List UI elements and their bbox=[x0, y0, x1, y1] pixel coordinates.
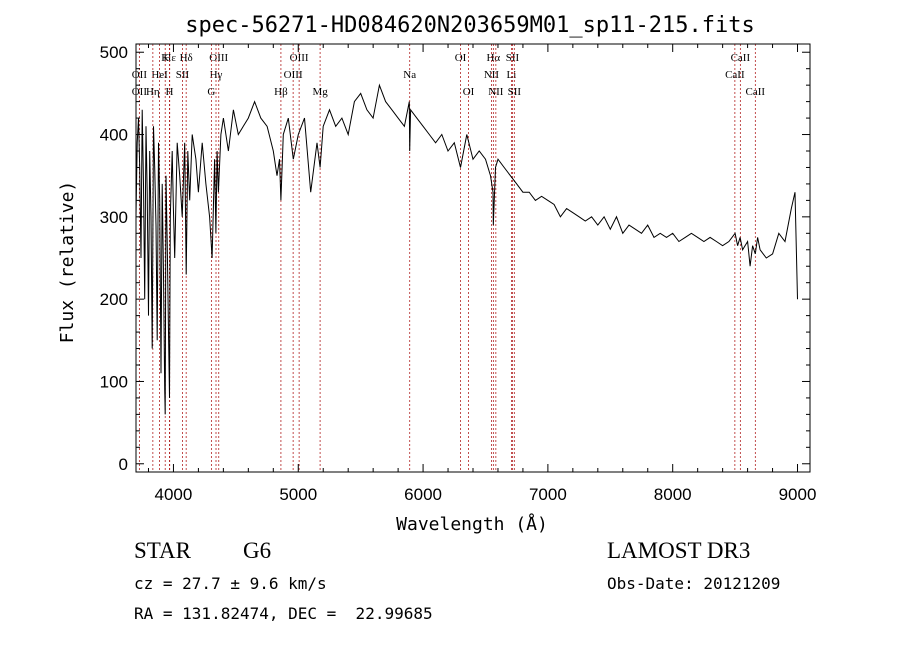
line-marker-label: OII bbox=[132, 69, 148, 81]
x-tick-label: 5000 bbox=[279, 485, 317, 504]
survey-name: LAMOST DR3 bbox=[607, 538, 751, 563]
line-marker-label: G bbox=[207, 86, 215, 98]
line-marker-label: K bbox=[161, 52, 169, 64]
y-tick-label: 0 bbox=[119, 455, 128, 474]
x-tick-label: 6000 bbox=[404, 485, 442, 504]
chart-title: spec-56271-HD084620N203659M01_sp11-215.f… bbox=[185, 13, 755, 38]
object-class: STAR bbox=[134, 538, 191, 563]
line-marker-label: Hε bbox=[163, 52, 176, 64]
y-axis-label: Flux (relative) bbox=[57, 181, 78, 344]
x-tick-label: 4000 bbox=[155, 485, 193, 504]
line-marker-label: OI bbox=[463, 86, 475, 98]
line-marker-label: Hδ bbox=[180, 52, 193, 64]
line-marker-label: Li bbox=[507, 69, 517, 81]
x-axis-label: Wavelength (Å) bbox=[396, 513, 548, 535]
plot-frame bbox=[135, 43, 811, 473]
line-marker-label: SII bbox=[508, 86, 522, 98]
line-marker-label: CaII bbox=[725, 69, 745, 81]
coordinates-text: RA = 131.82474, DEC = 22.99685 bbox=[134, 604, 433, 623]
line-marker-label: OIII bbox=[209, 52, 228, 64]
line-marker-label: OIII bbox=[290, 52, 309, 64]
line-marker-label: OIII bbox=[284, 69, 303, 81]
line-marker-label: H bbox=[165, 86, 173, 98]
x-tick-label: 9000 bbox=[779, 485, 817, 504]
line-marker-label: Hβ bbox=[274, 86, 288, 98]
y-tick-label: 300 bbox=[100, 208, 128, 227]
line-marker-label: SII bbox=[176, 69, 190, 81]
y-tick-label: 100 bbox=[100, 372, 128, 391]
y-tick-label: 500 bbox=[100, 43, 128, 62]
subclass: G6 bbox=[243, 538, 272, 563]
line-marker-label: Mg bbox=[312, 86, 328, 98]
obs-date-text: Obs-Date: 20121209 bbox=[607, 574, 781, 593]
spectrum-series-line bbox=[135, 83, 798, 415]
line-marker-label: NII bbox=[484, 69, 500, 81]
line-marker-label: Hα bbox=[486, 52, 500, 64]
line-marker-label: Hη bbox=[146, 86, 160, 98]
y-tick-label: 200 bbox=[100, 290, 128, 309]
line-marker-label: Na bbox=[403, 69, 416, 81]
y-tick-label: 400 bbox=[100, 126, 128, 145]
x-tick-label: 8000 bbox=[654, 485, 692, 504]
line-marker-label: Hγ bbox=[210, 69, 223, 81]
line-marker-label: CaII bbox=[746, 86, 766, 98]
line-marker-label: OII bbox=[132, 86, 148, 98]
axes: 4000 5000 6000 7000 8000 9000 0 100 200 300 400 500 bbox=[100, 43, 817, 504]
line-marker-label: SII bbox=[506, 52, 520, 64]
line-marker-label: OI bbox=[455, 52, 467, 64]
line-marker-label: HeI bbox=[151, 69, 168, 81]
line-marker-label: CaII bbox=[731, 52, 751, 64]
line-marker-label: NII bbox=[488, 86, 504, 98]
x-tick-label: 7000 bbox=[529, 485, 567, 504]
redshift-text: cz = 27.7 ± 9.6 km/s bbox=[134, 574, 327, 593]
